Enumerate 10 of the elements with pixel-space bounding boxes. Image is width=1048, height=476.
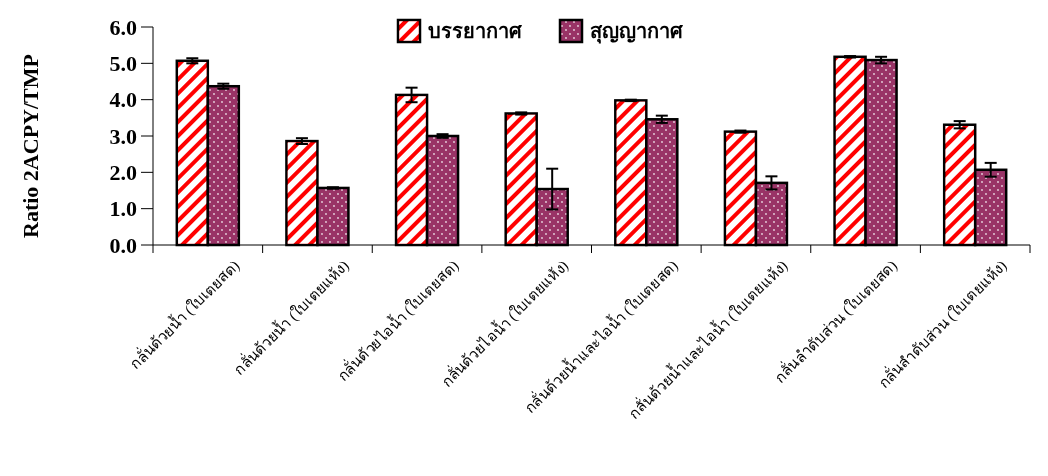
y-tick-label: 3.0 bbox=[109, 123, 137, 149]
y-tick-label: 5.0 bbox=[109, 50, 137, 76]
legend-label: สุญญากาศ bbox=[590, 20, 684, 44]
legend-label: บรรยากาศ bbox=[428, 20, 523, 42]
y-tick-label: 4.0 bbox=[109, 87, 137, 113]
y-axis-title: Ratio 2ACPY/TMP bbox=[17, 54, 43, 238]
y-tick-label: 1.0 bbox=[109, 196, 137, 222]
y-tick-label: 0.0 bbox=[109, 232, 137, 258]
y-tick-label: 6.0 bbox=[109, 14, 137, 40]
y-tick-label: 2.0 bbox=[109, 159, 137, 185]
